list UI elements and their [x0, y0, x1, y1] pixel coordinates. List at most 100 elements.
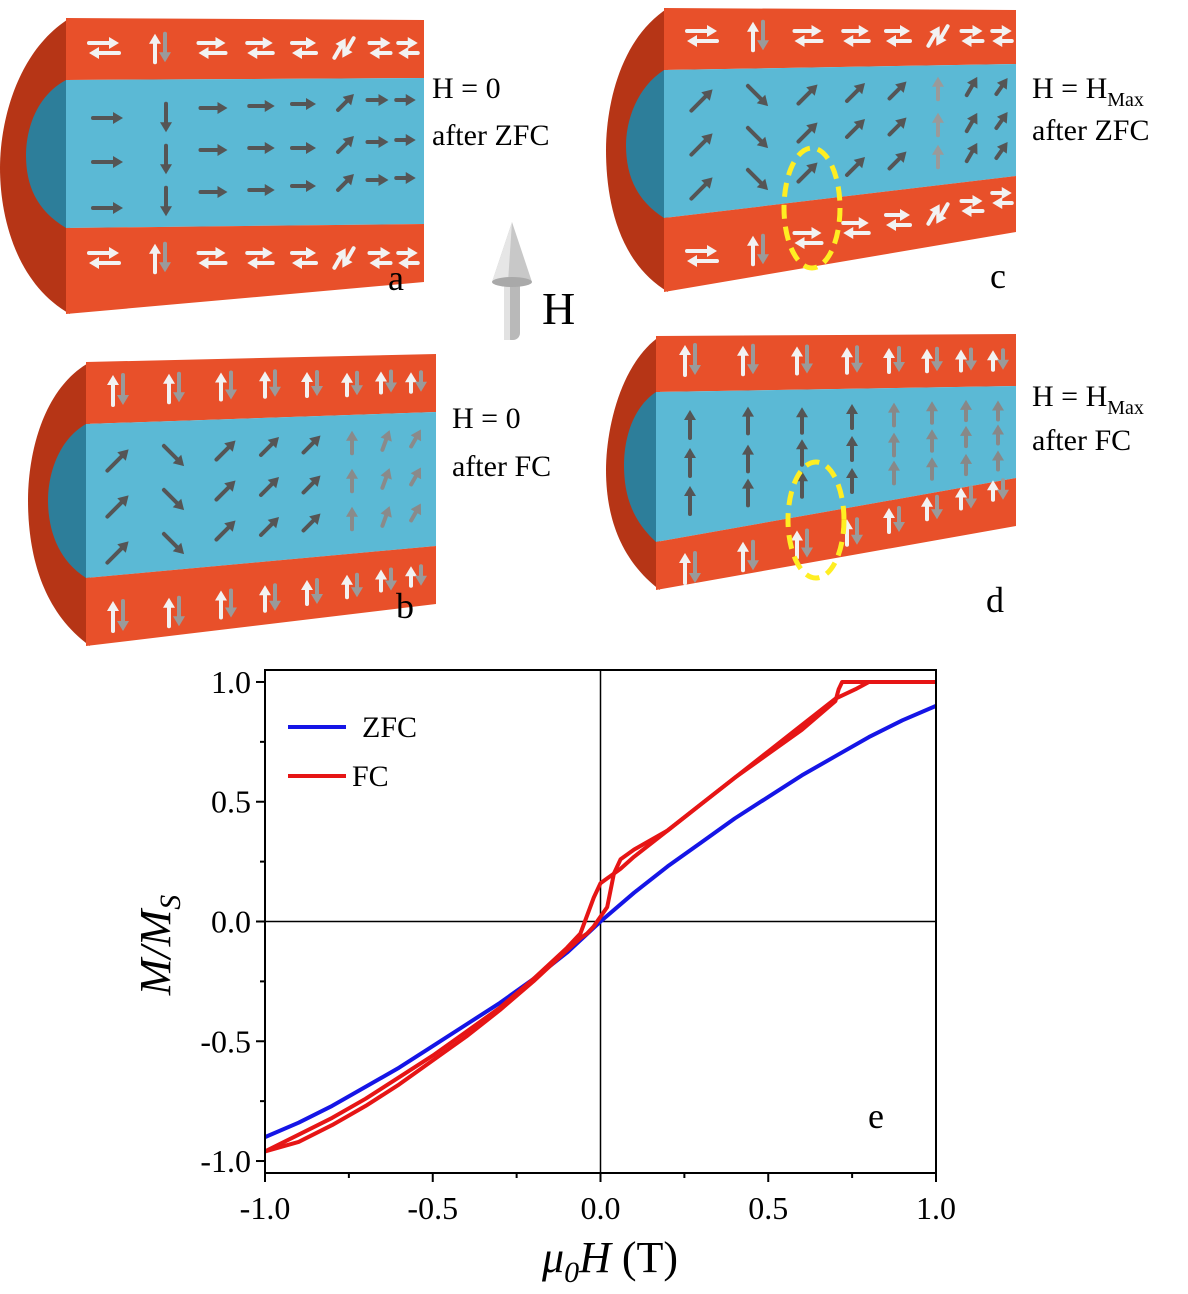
spin-right-arrow-icon	[685, 25, 717, 37]
spin-down-arrow-icon	[173, 371, 185, 403]
spin-down-arrow-icon	[689, 551, 701, 583]
panel-d-letter: d	[986, 580, 1004, 620]
spin-down-arrow-icon	[225, 588, 237, 618]
spin-arrow-icon	[161, 487, 185, 511]
spin-left-arrow-icon	[247, 47, 275, 59]
spin-right-arrow-icon	[841, 217, 869, 229]
spin-arrow-icon	[160, 101, 172, 133]
spin-up-arrow-icon	[215, 372, 227, 402]
spin-arrow-icon	[346, 430, 358, 456]
panel-d-history: after FC	[1032, 424, 1131, 457]
spin-down-arrow-icon	[269, 583, 281, 611]
panel-b: H = 0 after FC b	[28, 354, 551, 646]
spin-right-arrow-icon	[290, 37, 316, 49]
legend-label-zfc: ZFC	[362, 711, 417, 744]
spin-arrow-icon	[409, 467, 422, 487]
spin-up-arrow-icon	[883, 508, 895, 534]
spin-left-arrow-icon	[992, 35, 1014, 47]
spin-down-arrow-icon	[415, 564, 427, 586]
spin-up-arrow-icon	[992, 450, 1004, 472]
spin-arrow-icon	[887, 151, 907, 171]
spin-left-arrow-icon	[687, 255, 719, 267]
spin-up-arrow-icon	[747, 235, 759, 267]
spin-up-arrow-icon	[841, 347, 853, 375]
spin-down-arrow-icon	[965, 347, 977, 371]
spin-up-arrow-icon	[163, 597, 175, 629]
field-arrow: H	[492, 222, 575, 340]
spin-down-arrow-icon	[931, 346, 943, 372]
spin-down-arrow-icon	[965, 485, 977, 509]
spin-down-arrow-icon	[801, 344, 813, 374]
spin-arrow-icon	[214, 440, 236, 462]
spin-right-arrow-icon	[367, 37, 391, 49]
spin-up-arrow-icon	[737, 541, 749, 573]
spin-arrow-icon	[336, 136, 354, 154]
spin-up-arrow-icon	[960, 425, 972, 449]
spin-arrow-icon	[105, 541, 129, 565]
spin-right-arrow-icon	[841, 25, 869, 37]
spin-left-arrow-icon	[992, 197, 1014, 209]
spin-down-arrow-icon	[415, 370, 427, 392]
core-end-c	[626, 70, 664, 218]
spin-up-arrow-icon	[926, 429, 938, 453]
y-tick-label: -1.0	[200, 1143, 251, 1179]
spin-right-arrow-icon	[959, 25, 983, 37]
x-tick-label: 0.5	[748, 1190, 788, 1226]
spin-up-arrow-icon	[846, 435, 858, 463]
panel-b-condition: H = 0	[452, 402, 521, 435]
spin-right-arrow-icon	[685, 245, 717, 257]
x-tick-label: 1.0	[916, 1190, 956, 1226]
spin-up-arrow-icon	[215, 590, 227, 620]
spin-arrow-icon	[932, 76, 944, 102]
nanotube-segment-a	[0, 18, 424, 314]
core-end-b	[48, 424, 86, 578]
spin-right-arrow-icon	[245, 37, 273, 49]
highlight-ellipse-c	[781, 145, 843, 271]
spin-arrow-icon	[796, 162, 818, 184]
spin-down-arrow-icon	[117, 373, 129, 405]
spin-arrow-icon	[301, 475, 321, 495]
spin-left-arrow-icon	[794, 237, 824, 249]
spin-down-arrow-icon	[689, 343, 701, 375]
spin-up-arrow-icon	[684, 448, 696, 478]
spin-arrow-icon	[247, 184, 275, 196]
spin-down-arrow-icon	[931, 494, 943, 520]
spin-up-arrow-icon	[888, 432, 900, 458]
spin-up-arrow-icon	[742, 406, 754, 436]
x-tick-label: -1.0	[240, 1190, 291, 1226]
spin-up-arrow-icon	[796, 439, 808, 467]
highlight-ellipse-d	[785, 459, 847, 581]
spin-right-arrow-icon	[792, 25, 822, 37]
spin-down-arrow-icon	[757, 19, 769, 51]
spin-left-arrow-icon	[961, 205, 985, 217]
lower-shell-a	[66, 224, 424, 314]
core-end-a	[26, 80, 66, 228]
spin-up-arrow-icon	[679, 345, 691, 377]
spin-up-arrow-icon	[405, 566, 417, 588]
spin-up-arrow-icon	[742, 444, 754, 474]
spin-down-arrow-icon	[893, 346, 905, 372]
spin-left-arrow-icon	[89, 257, 121, 269]
spin-up-arrow-icon	[301, 372, 313, 398]
spin-right-arrow-icon	[245, 247, 273, 259]
spin-down-arrow-icon	[801, 528, 813, 558]
series-line-0	[264, 704, 937, 1139]
spin-left-arrow-icon	[247, 257, 275, 269]
spin-down-arrow-icon	[269, 369, 281, 397]
spin-arrow-icon	[844, 118, 866, 140]
spin-arrow-icon	[964, 142, 978, 164]
y-tick-label: 0.5	[211, 784, 251, 820]
spin-left-arrow-icon	[843, 227, 871, 239]
panel-c-letter: c	[990, 256, 1006, 296]
spin-left-arrow-icon	[961, 35, 985, 47]
spin-left-arrow-icon	[886, 219, 912, 231]
spin-right-arrow-icon	[884, 209, 910, 221]
spin-right-arrow-icon	[884, 25, 910, 37]
spin-left-arrow-icon	[886, 35, 912, 47]
spin-arrow-icon	[336, 174, 354, 192]
spin-up-arrow-icon	[149, 33, 161, 65]
spin-arrow-icon	[290, 142, 316, 154]
spin-arrow-icon	[198, 144, 228, 156]
spin-up-arrow-icon	[987, 350, 999, 372]
spin-arrow-icon	[994, 112, 1008, 130]
